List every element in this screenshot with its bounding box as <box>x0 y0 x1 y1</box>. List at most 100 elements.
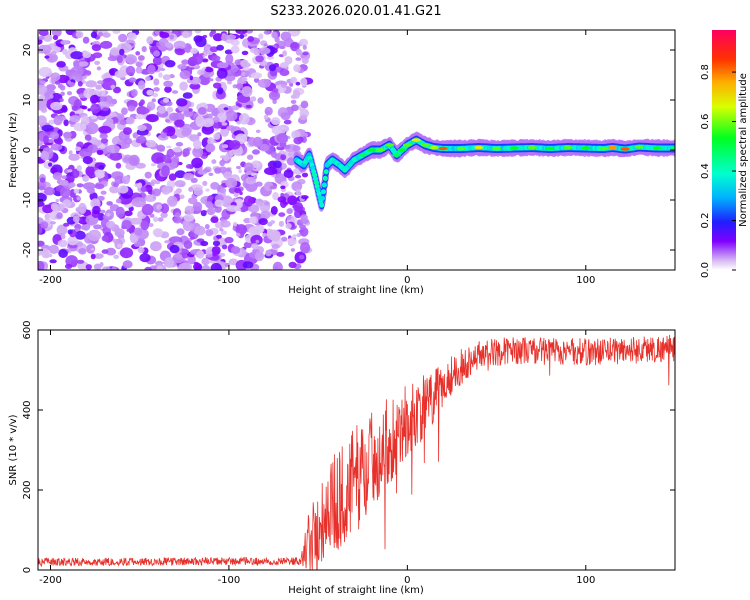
spectrogram-noise-cell <box>38 98 47 107</box>
spectrogram-noise-cell <box>225 53 234 64</box>
spectrogram-noise-cell <box>93 253 104 259</box>
spectrogram-noise-cell <box>286 208 293 215</box>
spectrogram-noise-cell <box>50 143 63 151</box>
spectrogram-noise-cell <box>210 182 220 190</box>
spectrogram-noise-cell <box>106 213 111 217</box>
spectrogram-noise-cell <box>68 150 73 156</box>
spectrogram-noise-cell <box>153 87 160 92</box>
spectrogram-noise-cell <box>75 146 82 152</box>
spectrogram-noise-cell <box>200 118 215 128</box>
spectrogram-noise-cell <box>138 55 145 61</box>
spectrogram-noise-cell <box>257 78 271 88</box>
spectrogram-noise-cell <box>50 50 57 56</box>
spectrogram-x-tick-label: -100 <box>218 275 241 286</box>
spectrogram-noise-cell <box>115 206 125 218</box>
spectrogram-noise-cell <box>260 210 271 220</box>
spectrogram-noise-cell <box>197 69 205 76</box>
spectrogram-noise-cell <box>259 143 270 152</box>
spectrogram-noise-cell <box>182 220 190 227</box>
spectrogram-noise-cell <box>182 92 193 99</box>
spectrogram-noise-cell <box>252 136 263 148</box>
spectrogram-noise-cell <box>210 30 217 35</box>
spectrogram-noise-cell <box>191 53 204 65</box>
spectrogram-noise-cell <box>188 186 194 192</box>
spectrogram-noise-cell <box>168 173 177 181</box>
spectrogram-noise-cell <box>292 145 301 152</box>
snr-y-tick-label: 600 <box>22 320 33 339</box>
spectrogram-noise-cell <box>299 254 305 260</box>
spectrogram-noise-cell <box>55 199 60 203</box>
spectrogram-noise-cell <box>135 66 143 74</box>
spectrogram-track-peak <box>474 145 484 150</box>
spectrogram-noise-cell <box>264 201 270 206</box>
spectrogram-noise-cell <box>301 195 309 200</box>
spectrogram-noise-cell <box>93 263 102 270</box>
spectrogram-noise-cell <box>144 171 152 179</box>
colorbar-label: Normalized spectral amplitude <box>738 73 749 227</box>
spectrogram-noise-cell <box>139 99 145 106</box>
spectrogram-noise-cell <box>243 195 254 207</box>
spectrogram-y-tick-label: 20 <box>22 44 33 57</box>
spectrogram-noise-cell <box>169 112 179 122</box>
spectrogram-noise-cell <box>124 210 133 217</box>
spectrogram-noise-cell <box>40 221 49 229</box>
spectrogram-noise-cell <box>212 251 218 257</box>
spectrogram-noise-cell <box>106 220 116 229</box>
spectrogram-noise-cell <box>73 123 87 132</box>
spectrogram-noise-cell <box>38 30 49 37</box>
spectrogram-noise-cell <box>264 106 273 116</box>
spectrogram-noise-cell <box>99 144 106 149</box>
spectrogram-noise-cell <box>141 46 147 53</box>
spectrogram-noise-cell <box>234 149 241 154</box>
spectrogram-noise-cell <box>288 30 301 37</box>
spectrogram-noise-cell <box>127 105 136 112</box>
spectrogram-noise-cell <box>290 76 298 84</box>
spectrogram-noise-cell <box>100 209 106 214</box>
spectrogram-track-core <box>322 175 328 181</box>
spectrogram-noise-cell <box>189 75 194 81</box>
spectrogram-noise-cell <box>258 33 264 40</box>
spectrogram-noise-cell <box>211 159 217 165</box>
spectrogram-noise-cell <box>76 241 83 247</box>
spectrogram-noise-cell <box>193 139 202 150</box>
spectrogram-noise-cell <box>281 84 287 88</box>
spectrogram-noise-cell <box>230 246 241 254</box>
spectrogram-noise-cell <box>156 204 163 211</box>
spectrogram-noise-cell <box>146 114 159 123</box>
spectrogram-noise-cell <box>96 149 104 156</box>
spectrogram-noise-cell <box>137 80 146 90</box>
spectrogram-noise-cell <box>272 192 279 201</box>
spectrogram-noise-cell <box>256 200 264 207</box>
spectrogram-noise-cell <box>107 55 118 62</box>
spectrogram-noise-cell <box>144 266 153 270</box>
spectrogram-noise-cell <box>223 155 229 162</box>
spectrogram-noise-cell <box>238 113 250 125</box>
colorbar-tick-label: 0.8 <box>700 64 711 80</box>
spectrogram-noise-cell <box>216 234 222 239</box>
spectrogram-noise-cell <box>208 172 214 176</box>
spectrogram-noise-cell <box>270 151 278 158</box>
spectrogram-noise-cell <box>244 162 254 172</box>
spectrogram-noise-cell <box>62 48 68 55</box>
spectrogram-noise-cell <box>213 82 222 89</box>
spectrogram-noise-cell <box>265 250 272 257</box>
spectrogram-noise-cell <box>89 94 99 104</box>
spectrogram-noise-cell <box>44 187 55 196</box>
spectrogram-noise-cell <box>122 175 130 185</box>
snr-y-tick-label: 0 <box>22 567 33 573</box>
spectrogram-noise-cell <box>126 228 131 232</box>
spectrogram-noise-cell <box>255 239 260 244</box>
spectrogram-noise-cell <box>264 167 278 176</box>
spectrogram-noise-cell <box>301 132 308 138</box>
spectrogram-noise-cell <box>286 215 292 220</box>
spectrogram-noise-cell <box>50 101 63 111</box>
spectrogram-y-tick-label: -10 <box>22 192 33 208</box>
spectrogram-noise-cell <box>290 41 300 52</box>
spectrogram-noise-cell <box>272 261 283 270</box>
spectrogram-noise-cell <box>153 216 159 223</box>
spectrogram-noise-cell <box>193 262 203 270</box>
spectrogram-y-ticks: -20 -10 0 10 20 <box>22 44 675 258</box>
spectrogram-noise-cell <box>150 181 155 187</box>
spectrogram-track-peak <box>420 143 430 147</box>
